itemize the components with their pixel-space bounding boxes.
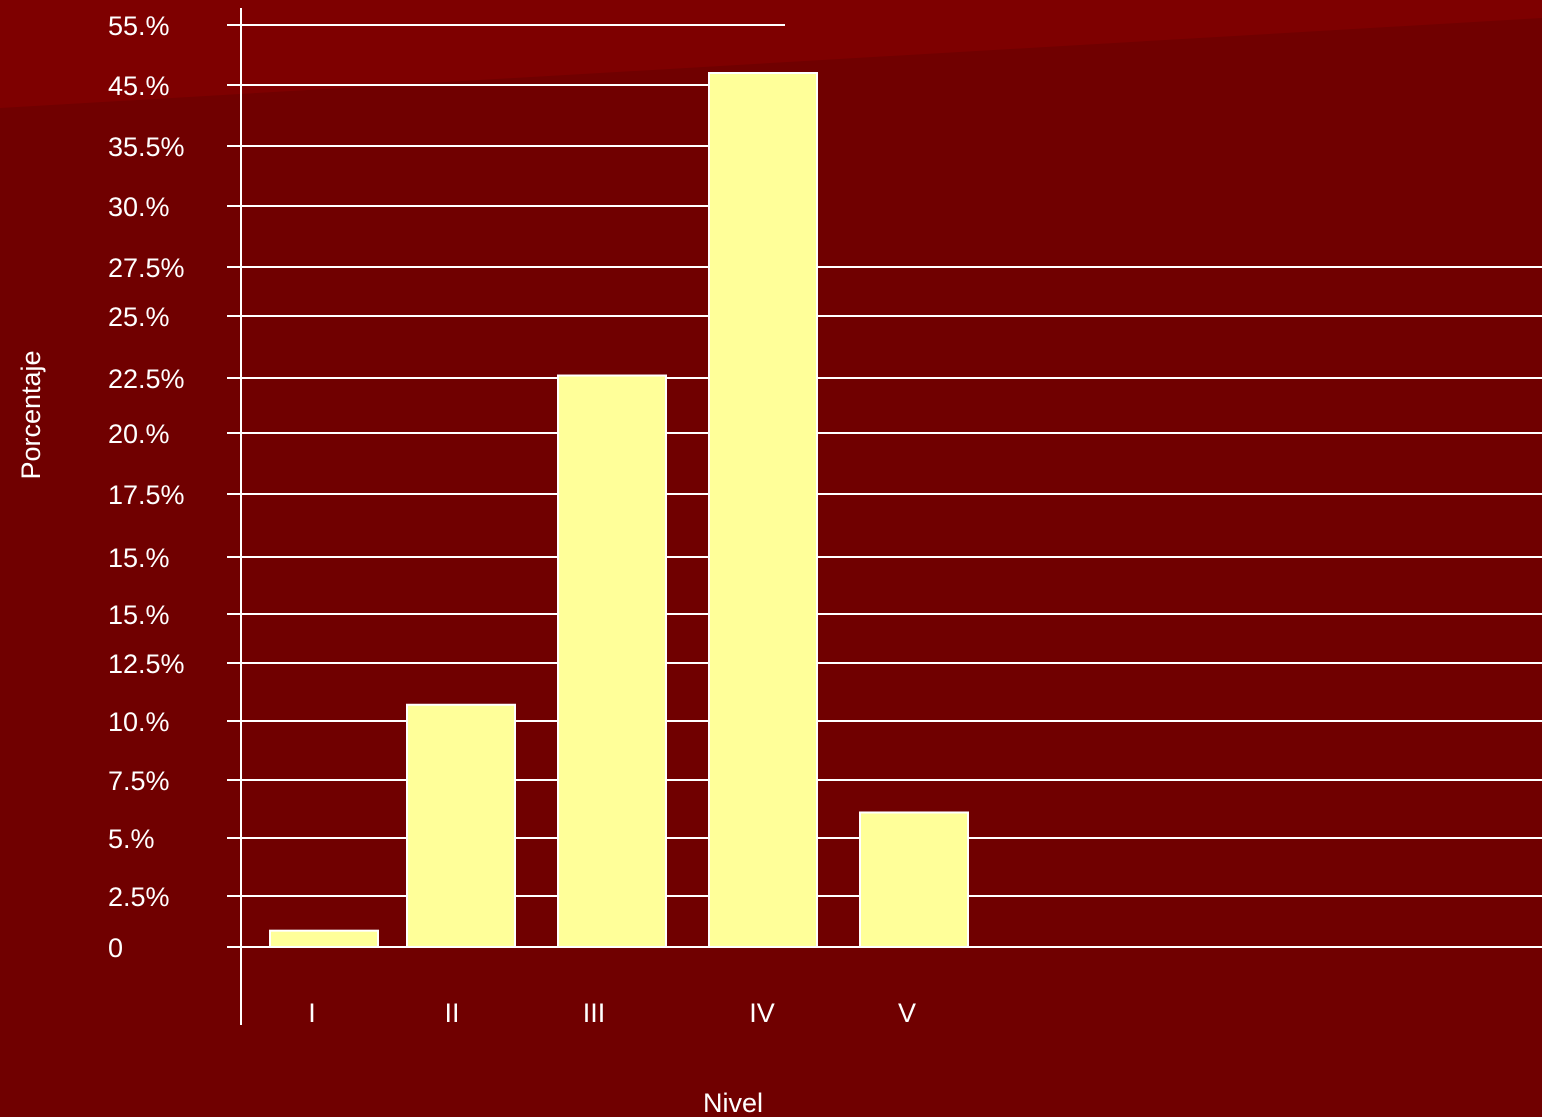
y-tick-label: 25.% (108, 302, 170, 332)
y-tick-label: 12.5% (108, 649, 185, 679)
y-tick-label: 22.5% (108, 364, 185, 394)
y-tick-label: 0 (108, 933, 123, 963)
y-tick-label: 2.5% (108, 882, 170, 912)
y-tick-label: 15.% (108, 600, 170, 630)
y-tick-label: 35.5% (108, 132, 185, 162)
y-tick-label: 45.% (108, 71, 170, 101)
y-tick-label: 7.5% (108, 766, 170, 796)
bar-V (859, 811, 969, 948)
x-tick-label: V (898, 998, 916, 1028)
y-tick-label: 20.% (108, 419, 170, 449)
y-axis-title: Porcentaje (16, 350, 46, 479)
y-tick-label: 15.% (108, 543, 170, 573)
x-tick-label: I (308, 998, 316, 1028)
x-tick-labels: I II III IV V (308, 998, 916, 1028)
x-tick-label: IV (749, 998, 775, 1028)
bars (269, 72, 969, 949)
background-highlight (0, 0, 1542, 108)
y-tick-label: 27.5% (108, 253, 185, 283)
x-axis-title: Nivel (703, 1088, 763, 1117)
y-tick-label: 30.% (108, 192, 170, 222)
bar-IV (708, 72, 818, 948)
bar-I (269, 929, 379, 948)
bar-III (557, 374, 667, 948)
y-tick-label: 55.% (108, 11, 170, 41)
y-tick-labels: 0 2.5% 5.% 7.5% 10.% 12.5% 15.% 15.% 17.5% 20.% 22… (108, 11, 185, 963)
y-tick-label: 17.5% (108, 480, 185, 510)
bar-II (406, 703, 516, 949)
x-tick-label: II (444, 998, 459, 1028)
x-tick-label: III (583, 998, 606, 1028)
y-tick-label: 5.% (108, 824, 155, 854)
y-tick-label: 10.% (108, 707, 170, 737)
